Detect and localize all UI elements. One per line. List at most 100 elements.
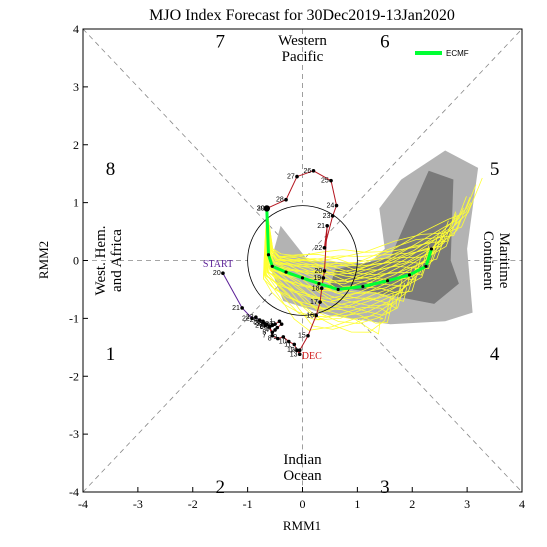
observed-day-label: 25 xyxy=(253,318,261,325)
observed-point xyxy=(254,315,258,320)
observed-day-label: 25 xyxy=(321,178,329,185)
region-label: Indian xyxy=(283,452,322,468)
observed-segment xyxy=(313,170,332,182)
region-label: and Africa xyxy=(109,229,125,292)
x-tick-label: -4 xyxy=(78,497,88,511)
observed-point xyxy=(319,286,324,291)
member-line xyxy=(263,208,384,331)
y-axis-label: RMM2 xyxy=(36,241,51,279)
dec-label: DEC xyxy=(302,351,322,362)
observed-point xyxy=(273,328,277,332)
observed-day-label: 26 xyxy=(254,320,262,327)
observed-point xyxy=(265,322,269,326)
observed-point xyxy=(325,223,329,228)
chart-title: MJO Index Forecast for 30Dec2019-13Jan20… xyxy=(149,7,455,24)
observed-point xyxy=(292,342,297,347)
phase-label: 3 xyxy=(380,477,390,498)
observed-segment xyxy=(299,335,309,351)
observed-point xyxy=(281,335,286,339)
observed-day-label: 30 xyxy=(262,322,270,329)
observed-day-label: 29 xyxy=(257,205,265,212)
observed-day-label: 22 xyxy=(314,245,322,252)
ensemble-members xyxy=(262,177,483,335)
member-line xyxy=(266,208,408,302)
y-tick-label: -4 xyxy=(69,485,79,499)
x-tick-label: -3 xyxy=(133,497,143,511)
mean-point xyxy=(361,284,365,289)
observed-point xyxy=(329,178,333,183)
observed-day-label: 17 xyxy=(310,299,318,306)
observed-day-label: 20 xyxy=(213,270,221,277)
region-label: Continent xyxy=(480,231,496,291)
observed-day-label: 8 xyxy=(268,336,272,343)
observed-day-label: 31 xyxy=(265,321,273,328)
observed-point xyxy=(276,336,280,341)
x-tick-label: 4 xyxy=(519,497,525,511)
y-tick-label: 0 xyxy=(73,254,79,268)
observed-point xyxy=(295,174,299,179)
y-tick-label: -2 xyxy=(69,369,79,383)
observed-day-label: 16 xyxy=(306,312,314,319)
observed-point xyxy=(297,352,302,357)
y-tick-label: 4 xyxy=(73,22,79,36)
region-label: Pacific xyxy=(282,49,324,65)
observed-day-label: 29 xyxy=(260,323,268,330)
observed-point xyxy=(334,203,339,208)
observed-day-label: 7 xyxy=(262,333,266,340)
observed-point xyxy=(314,313,319,318)
phase-label: 6 xyxy=(380,32,390,53)
observed-point xyxy=(330,214,335,218)
observed-day-label: 28 xyxy=(276,197,284,204)
region-label: Western xyxy=(278,33,327,49)
observed-day-label: 1 xyxy=(269,318,273,325)
y-tick-label: -3 xyxy=(69,427,79,441)
observed-point xyxy=(322,245,327,250)
observed-segment xyxy=(285,176,298,200)
observed-point xyxy=(322,269,327,273)
phase-label: 1 xyxy=(106,344,116,365)
observed-day-label: 24 xyxy=(250,317,258,324)
mean-point xyxy=(284,270,288,274)
observed-day-label: 20 xyxy=(314,268,322,275)
observed-day-label: 23 xyxy=(323,213,331,220)
x-ticks: -4 -3 -2 -1 0 1 2 3 4 xyxy=(78,487,525,511)
observed-day-label: 15 xyxy=(298,333,306,340)
observed-segment xyxy=(330,180,338,206)
legend-label-ecmf: ECMF xyxy=(446,49,469,58)
observed-day-label: 23 xyxy=(246,314,254,321)
observed-segment xyxy=(315,302,321,316)
observed-day-label: 9 xyxy=(273,334,277,341)
observed-segment xyxy=(332,205,337,217)
observed-point xyxy=(297,348,302,353)
legend: ECMF xyxy=(415,49,469,58)
member-line xyxy=(266,208,418,307)
observed-day-label: 5 xyxy=(262,329,266,336)
observed-day-label: 14 xyxy=(290,347,298,354)
observed-segment xyxy=(241,307,253,319)
observed-day-label: 27 xyxy=(287,174,295,181)
member-line xyxy=(266,208,434,283)
start-label: START xyxy=(203,259,233,270)
observed-day-label: 10 xyxy=(279,339,287,346)
region-label: Ocean xyxy=(283,468,322,484)
x-tick-label: -2 xyxy=(188,497,198,511)
phase-label: 8 xyxy=(106,159,116,180)
observed-day-label: 11 xyxy=(284,341,291,348)
observed-day-label: 30 xyxy=(257,205,265,212)
observed-point xyxy=(306,333,310,338)
observed-day-label: 6 xyxy=(260,324,264,331)
mean-line xyxy=(265,208,433,291)
observed-segment xyxy=(319,288,323,303)
observed-point xyxy=(284,197,288,202)
observed-point xyxy=(277,319,282,324)
observed-point xyxy=(275,325,280,330)
x-tick-label: 3 xyxy=(464,497,470,511)
x-tick-label: 0 xyxy=(300,497,306,511)
observed-point xyxy=(273,322,277,326)
mean-point xyxy=(266,253,271,257)
observed-day-label: 19 xyxy=(313,275,321,282)
observed-segment xyxy=(323,215,334,248)
